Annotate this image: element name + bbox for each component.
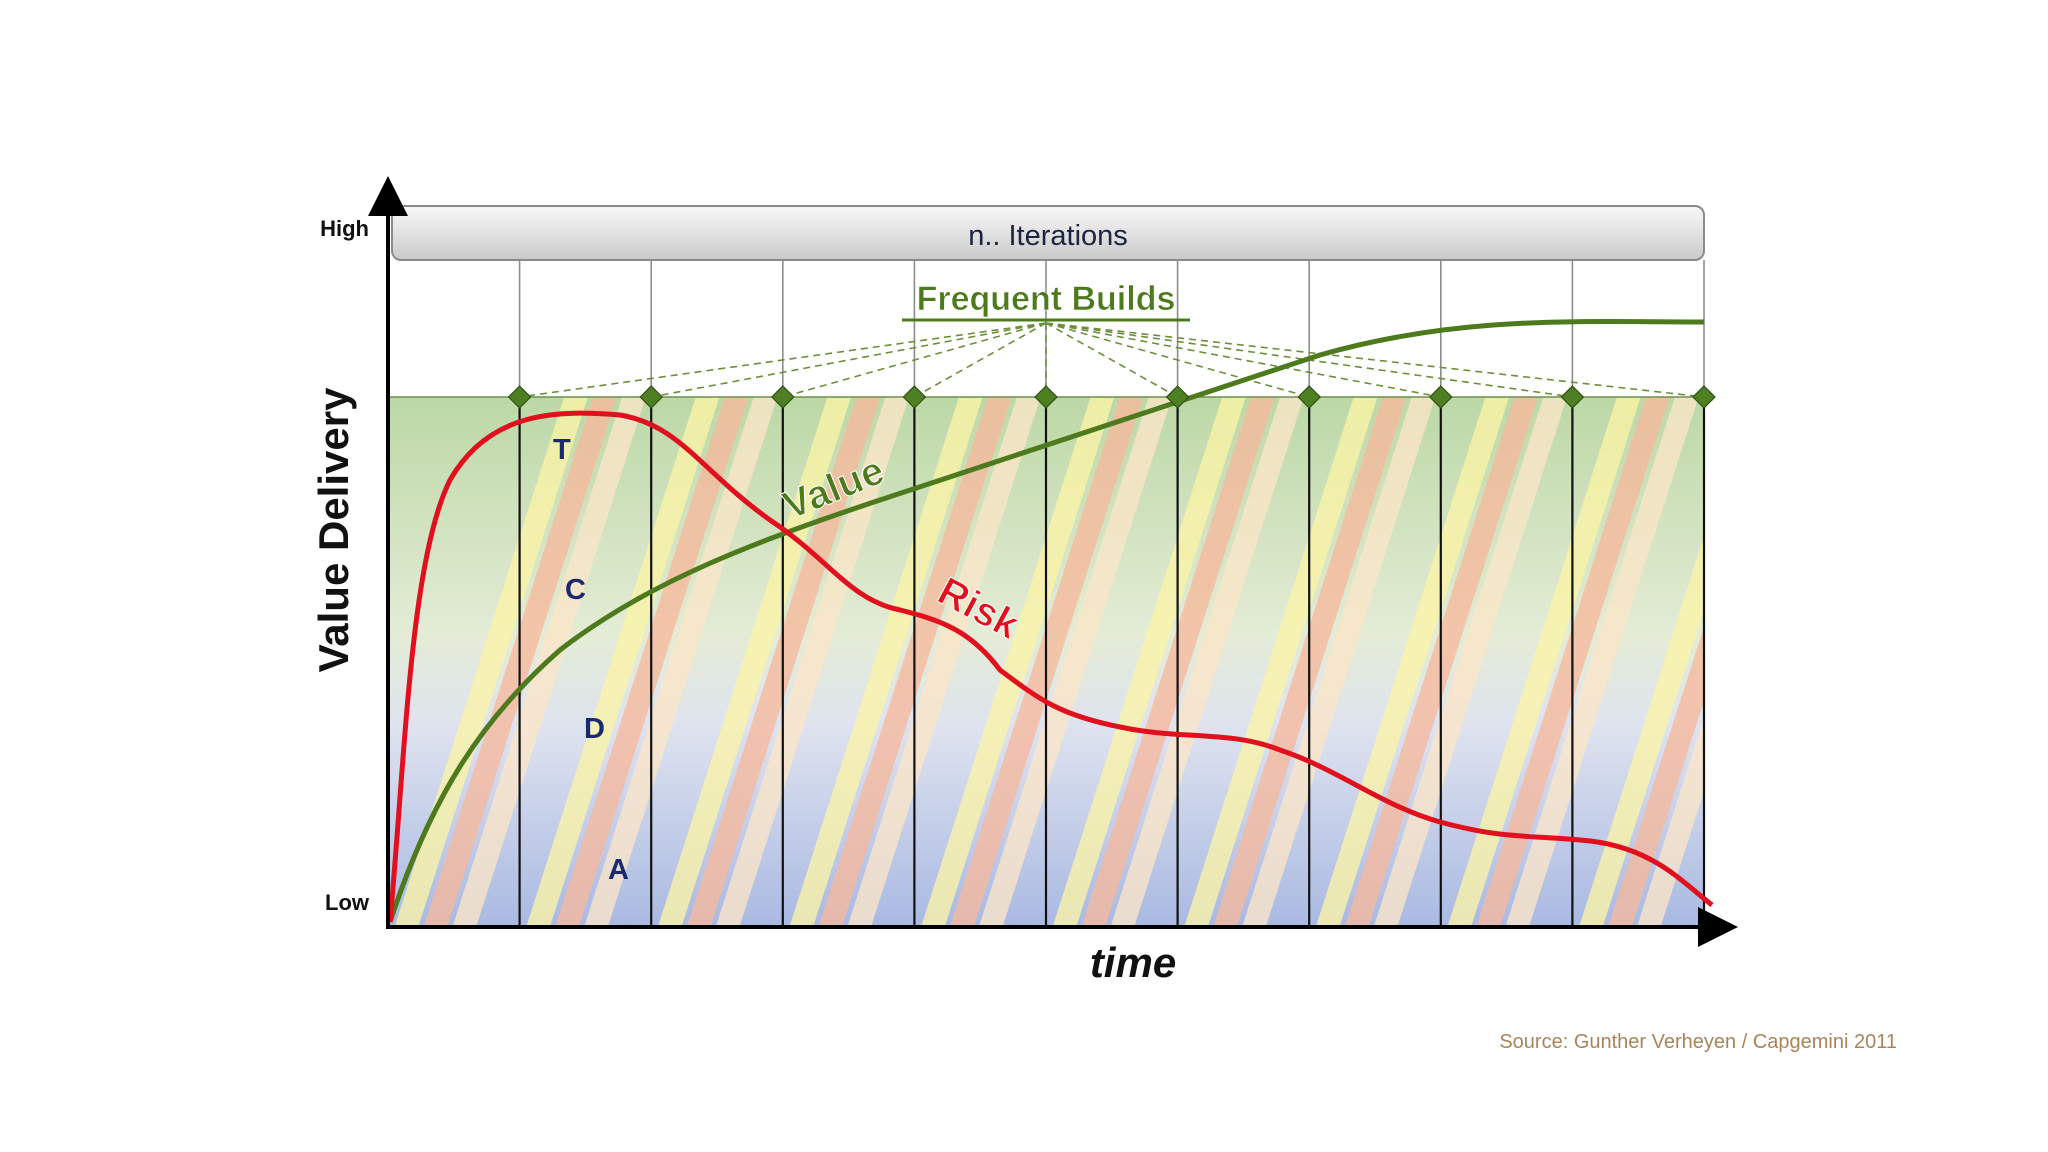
phase-stripe	[584, 397, 778, 927]
build-connector	[651, 322, 1047, 398]
build-diamond-marker	[507, 385, 532, 409]
build-diamond-marker	[639, 385, 664, 409]
phase-stripe	[1373, 397, 1567, 927]
phase-stripe	[1578, 536, 1704, 927]
build-connector	[1045, 322, 1310, 398]
y-high-label: High	[320, 216, 369, 241]
build-diamond-marker	[902, 385, 927, 409]
value-curve	[387, 319, 1705, 923]
iterations-label: n.. Iterations	[968, 220, 1128, 252]
phase-stripe	[1184, 397, 1378, 927]
phase-letter-c: C	[565, 574, 586, 606]
phase-letter-t: T	[553, 434, 571, 466]
phase-stripe	[1505, 397, 1699, 927]
phase-stripe	[1607, 626, 1704, 927]
build-connector	[1045, 322, 1441, 398]
phase-stripe	[715, 397, 909, 927]
phase-stripe	[1242, 397, 1436, 927]
build-diamond-marker	[1692, 385, 1716, 409]
build-connectors	[519, 322, 1705, 398]
source-credit: Source: Gunther Verheyen / Capgemini 201…	[1499, 1031, 1897, 1053]
frequent-builds-label: Frequent Builds	[917, 280, 1176, 318]
build-diamond-marker	[1428, 385, 1453, 409]
risk-curve	[387, 410, 1714, 923]
phase-letter-d: D	[584, 713, 605, 745]
build-connector	[519, 322, 1047, 398]
phase-stripe	[1315, 397, 1510, 927]
build-connector	[1045, 322, 1705, 398]
phase-stripe	[978, 397, 1173, 927]
build-connector	[914, 322, 1047, 398]
phase-stripe	[847, 397, 1041, 927]
phase-stripe	[1110, 397, 1304, 927]
build-diamond-marker	[1560, 385, 1585, 409]
y-low-label: Low	[325, 890, 370, 915]
phase-stripe	[657, 397, 852, 927]
phase-stripe	[1636, 717, 1704, 927]
phase-stripe	[920, 397, 1115, 927]
phase-letter-a: A	[608, 854, 629, 886]
build-connector	[1045, 322, 1178, 398]
build-connector	[782, 322, 1047, 398]
build-diamond-marker	[770, 385, 795, 409]
build-diamond-marker	[1297, 385, 1322, 409]
x-axis-label: time	[1090, 939, 1176, 986]
build-diamond-marker	[1165, 385, 1190, 409]
phase-stripe	[789, 397, 983, 927]
y-axis-label: Value Delivery	[310, 387, 357, 672]
build-markers	[507, 385, 1716, 409]
iterations-bar: n.. Iterations	[391, 205, 1705, 261]
phase-stripe	[1052, 397, 1246, 927]
phase-stripe	[1447, 397, 1641, 927]
build-diamond-marker	[1034, 385, 1058, 409]
phase-stripe	[526, 397, 720, 927]
